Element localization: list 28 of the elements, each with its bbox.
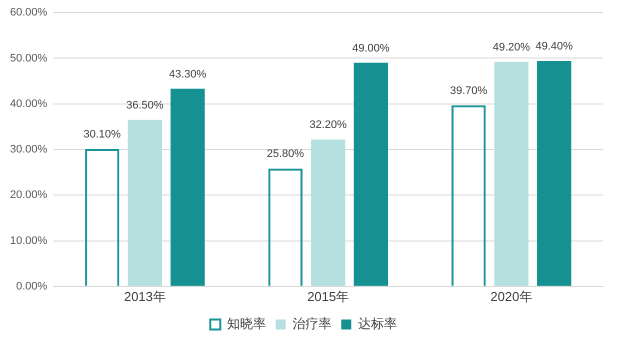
bar — [128, 120, 162, 286]
data-label: 49.20% — [492, 41, 530, 54]
x-tick-label: 2020年 — [490, 288, 532, 304]
y-tick-label: 60.00% — [10, 6, 48, 19]
data-label: 25.80% — [266, 148, 304, 160]
bar — [494, 62, 528, 286]
x-tick-label: 2015年 — [307, 288, 350, 304]
legend-label: 治疗率 — [292, 316, 332, 332]
bar — [311, 139, 346, 286]
legend-label: 知晓率 — [226, 316, 266, 332]
y-tick-label: 10.00% — [10, 234, 48, 247]
data-label: 49.00% — [352, 42, 390, 54]
bar — [354, 62, 388, 286]
bar — [170, 88, 205, 286]
y-tick-label: 0.00% — [16, 280, 48, 292]
data-label: 39.70% — [450, 84, 488, 97]
legend-label: 达标率 — [358, 316, 397, 332]
data-label: 32.20% — [310, 118, 348, 131]
y-tick-label: 30.00% — [10, 144, 48, 156]
y-tick-label: 20.00% — [10, 189, 48, 202]
data-label: 36.50% — [126, 99, 164, 112]
data-label: 43.30% — [169, 68, 207, 80]
data-label: 30.10% — [84, 128, 122, 141]
data-label: 49.40% — [535, 40, 574, 53]
bar — [537, 60, 572, 286]
y-tick-label: 40.00% — [10, 98, 48, 110]
y-tick-label: 50.00% — [10, 52, 48, 64]
x-tick-label: 2013年 — [124, 288, 166, 304]
